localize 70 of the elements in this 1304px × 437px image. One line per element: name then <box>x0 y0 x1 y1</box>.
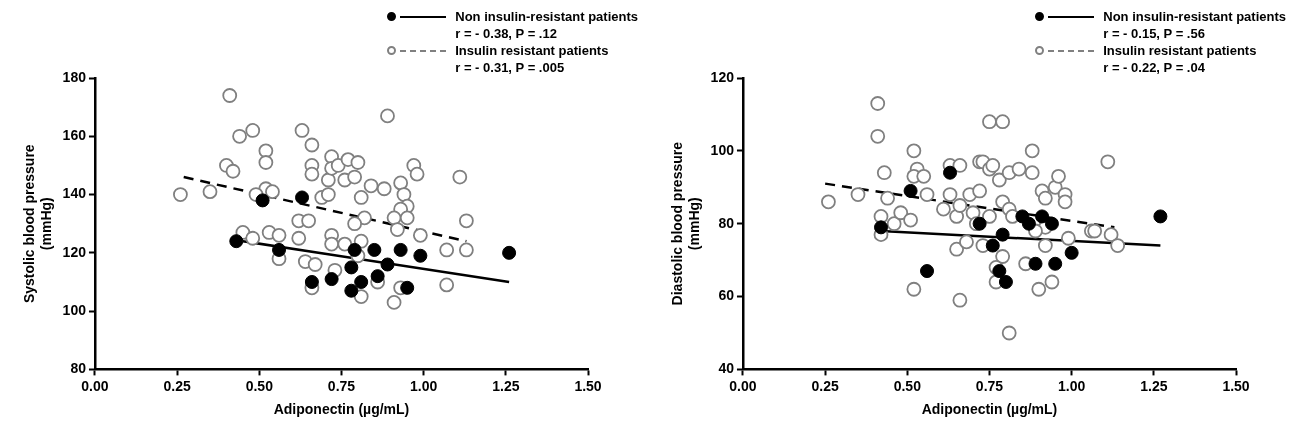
y-axis-title: Systolic blood pressure (mmHg) <box>21 144 55 304</box>
point <box>344 260 359 275</box>
point <box>502 245 517 260</box>
point <box>1021 216 1036 231</box>
y-tick-label: 140 <box>62 185 87 202</box>
point <box>344 283 359 298</box>
x-tick-label: 0.75 <box>975 377 1004 394</box>
y-axis-title: Diastolic blood pressure (mmHg) <box>669 141 703 306</box>
point <box>1064 245 1079 260</box>
point <box>1048 256 1063 271</box>
point <box>324 272 339 287</box>
x-tick-label: 1.00 <box>410 377 438 394</box>
point <box>972 216 987 231</box>
point <box>1153 209 1168 224</box>
point <box>920 264 935 279</box>
point <box>943 165 958 180</box>
x-tick-label: 0.75 <box>327 377 356 394</box>
x-tick-label: 1.50 <box>574 377 602 394</box>
point <box>903 183 918 198</box>
point <box>400 280 415 295</box>
legend-label: Insulin resistant patients <box>455 42 609 59</box>
y-tick-label: 120 <box>710 68 735 85</box>
point <box>992 264 1007 279</box>
point <box>1035 209 1050 224</box>
x-tick-label: 0.00 <box>81 377 109 394</box>
x-axis-title: Adiponectin (µg/mL) <box>273 401 410 418</box>
x-tick-label: 1.50 <box>1222 377 1250 394</box>
point <box>393 242 408 257</box>
point <box>413 248 428 263</box>
text: r = - 0.15, P = .56 <box>1103 25 1206 42</box>
legend-label: Non insulin-resistant patients <box>1103 8 1286 25</box>
point <box>229 234 244 249</box>
point <box>998 274 1013 289</box>
y-tick-label: 160 <box>62 127 87 144</box>
point <box>354 274 369 289</box>
point <box>304 274 319 289</box>
y-tick-label: 180 <box>62 68 87 85</box>
y-tick-label: 100 <box>710 141 735 158</box>
text: r = - 0.31, P = .005 <box>455 59 566 76</box>
point <box>380 257 395 272</box>
point <box>1044 216 1059 231</box>
y-tick-label: 40 <box>718 360 735 377</box>
point <box>255 193 270 208</box>
legend-label: Insulin resistant patients <box>1103 42 1257 59</box>
point <box>370 269 385 284</box>
point <box>995 227 1010 242</box>
x-tick-label: 0.50 <box>893 377 922 394</box>
point <box>1028 256 1043 271</box>
point <box>272 242 287 257</box>
x-tick-label: 0.25 <box>811 377 839 394</box>
y-tick-label: 60 <box>718 287 735 304</box>
legend-label: Non insulin-resistant patients <box>455 8 638 25</box>
x-tick-label: 1.00 <box>1058 377 1086 394</box>
x-tick-label: 0.00 <box>729 377 757 394</box>
point <box>367 242 382 257</box>
x-tick-label: 1.25 <box>1140 377 1168 394</box>
x-tick-label: 1.25 <box>492 377 520 394</box>
y-tick-label: 100 <box>62 301 87 318</box>
y-tick-label: 80 <box>70 360 87 377</box>
x-tick-label: 0.50 <box>245 377 274 394</box>
x-axis-title: Adiponectin (µg/mL) <box>921 401 1058 418</box>
text: r = - 0.38, P = .12 <box>455 25 558 42</box>
point <box>985 238 1000 253</box>
point <box>295 190 310 205</box>
point <box>874 220 889 235</box>
y-tick-label: 80 <box>718 214 735 231</box>
text: r = - 0.22, P = .04 <box>1103 59 1206 76</box>
y-tick-label: 120 <box>62 243 87 260</box>
point <box>347 242 362 257</box>
x-tick-label: 0.25 <box>163 377 191 394</box>
